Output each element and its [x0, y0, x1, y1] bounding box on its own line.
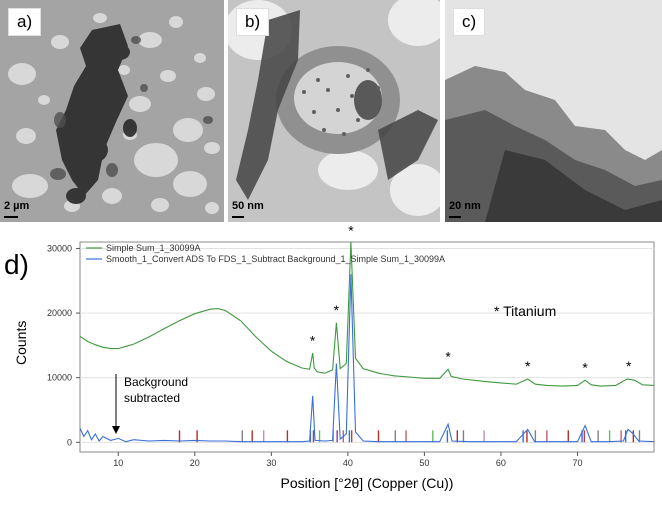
- legend: Simple Sum_1_30099A Smooth_1_Convert ADS…: [86, 243, 445, 264]
- titanium-peak-star: *: [626, 358, 632, 374]
- series-line-2: [79, 274, 655, 443]
- scale-bar-b: [232, 216, 244, 218]
- scale-label-a: 2 µm: [4, 200, 30, 212]
- tem-panel-b: b) 50 nm: [228, 0, 440, 222]
- titanium-peak-star: *: [582, 360, 588, 376]
- xrd-chart: d) Counts Position [°2θ] (Copper (Cu)) 0…: [4, 223, 655, 491]
- y-tick-label: 0: [67, 437, 72, 447]
- plot-area: 0 10000 20000 30000 10 20 30 40 50 60 70 * * * * * * *: [47, 223, 655, 468]
- plot-frame: [79, 241, 655, 453]
- titanium-peak-star: *: [445, 349, 451, 365]
- tem-image-c: [445, 0, 662, 222]
- titanium-peak-star: *: [334, 302, 340, 318]
- titanium-peak-star: *: [348, 223, 354, 239]
- titanium-annotation: * Titanium: [494, 303, 556, 319]
- scale-label-b: 50 nm: [232, 200, 264, 212]
- background-annotation-line-1: Background: [124, 375, 188, 389]
- background-arrow-head: [112, 426, 120, 434]
- x-tick-label: 40: [343, 458, 353, 468]
- scale-bar-c: [449, 216, 461, 218]
- y-tick-label: 20000: [47, 308, 72, 318]
- background-annotation-line-2: subtracted: [124, 391, 180, 405]
- scale-label-c: 20 nm: [449, 200, 481, 212]
- y-tick-label: 10000: [47, 373, 72, 383]
- x-tick-label: 60: [496, 458, 506, 468]
- panel-label-c: c): [453, 8, 486, 36]
- tem-image-a: [0, 0, 224, 222]
- y-tick-label: 30000: [47, 243, 72, 253]
- titanium-peak-star: *: [310, 332, 316, 348]
- x-axis-label: Position [°2θ] (Copper (Cu)): [281, 475, 454, 491]
- panel-label-b: b): [236, 8, 270, 36]
- tem-image-b: [228, 0, 440, 222]
- series-line-1: [79, 241, 655, 387]
- chart-panel-label: d): [4, 249, 29, 280]
- y-axis-label: Counts: [13, 321, 29, 365]
- legend-entry-series-1: Simple Sum_1_30099A: [106, 243, 201, 253]
- legend-entry-series-2: Smooth_1_Convert ADS To FDS_1_Subtract B…: [106, 254, 445, 264]
- x-tick-label: 70: [572, 458, 582, 468]
- x-tick-label: 30: [266, 458, 276, 468]
- x-tick-label: 20: [190, 458, 200, 468]
- x-tick-label: 50: [419, 458, 429, 468]
- scale-bar-a: [4, 216, 18, 218]
- x-tick-label: 10: [113, 458, 123, 468]
- titanium-peak-star: *: [525, 358, 531, 374]
- panel-label-a: a): [8, 8, 42, 36]
- tem-panel-c: c) 20 nm: [445, 0, 662, 222]
- tem-panel-a: a) 2 µm: [0, 0, 224, 222]
